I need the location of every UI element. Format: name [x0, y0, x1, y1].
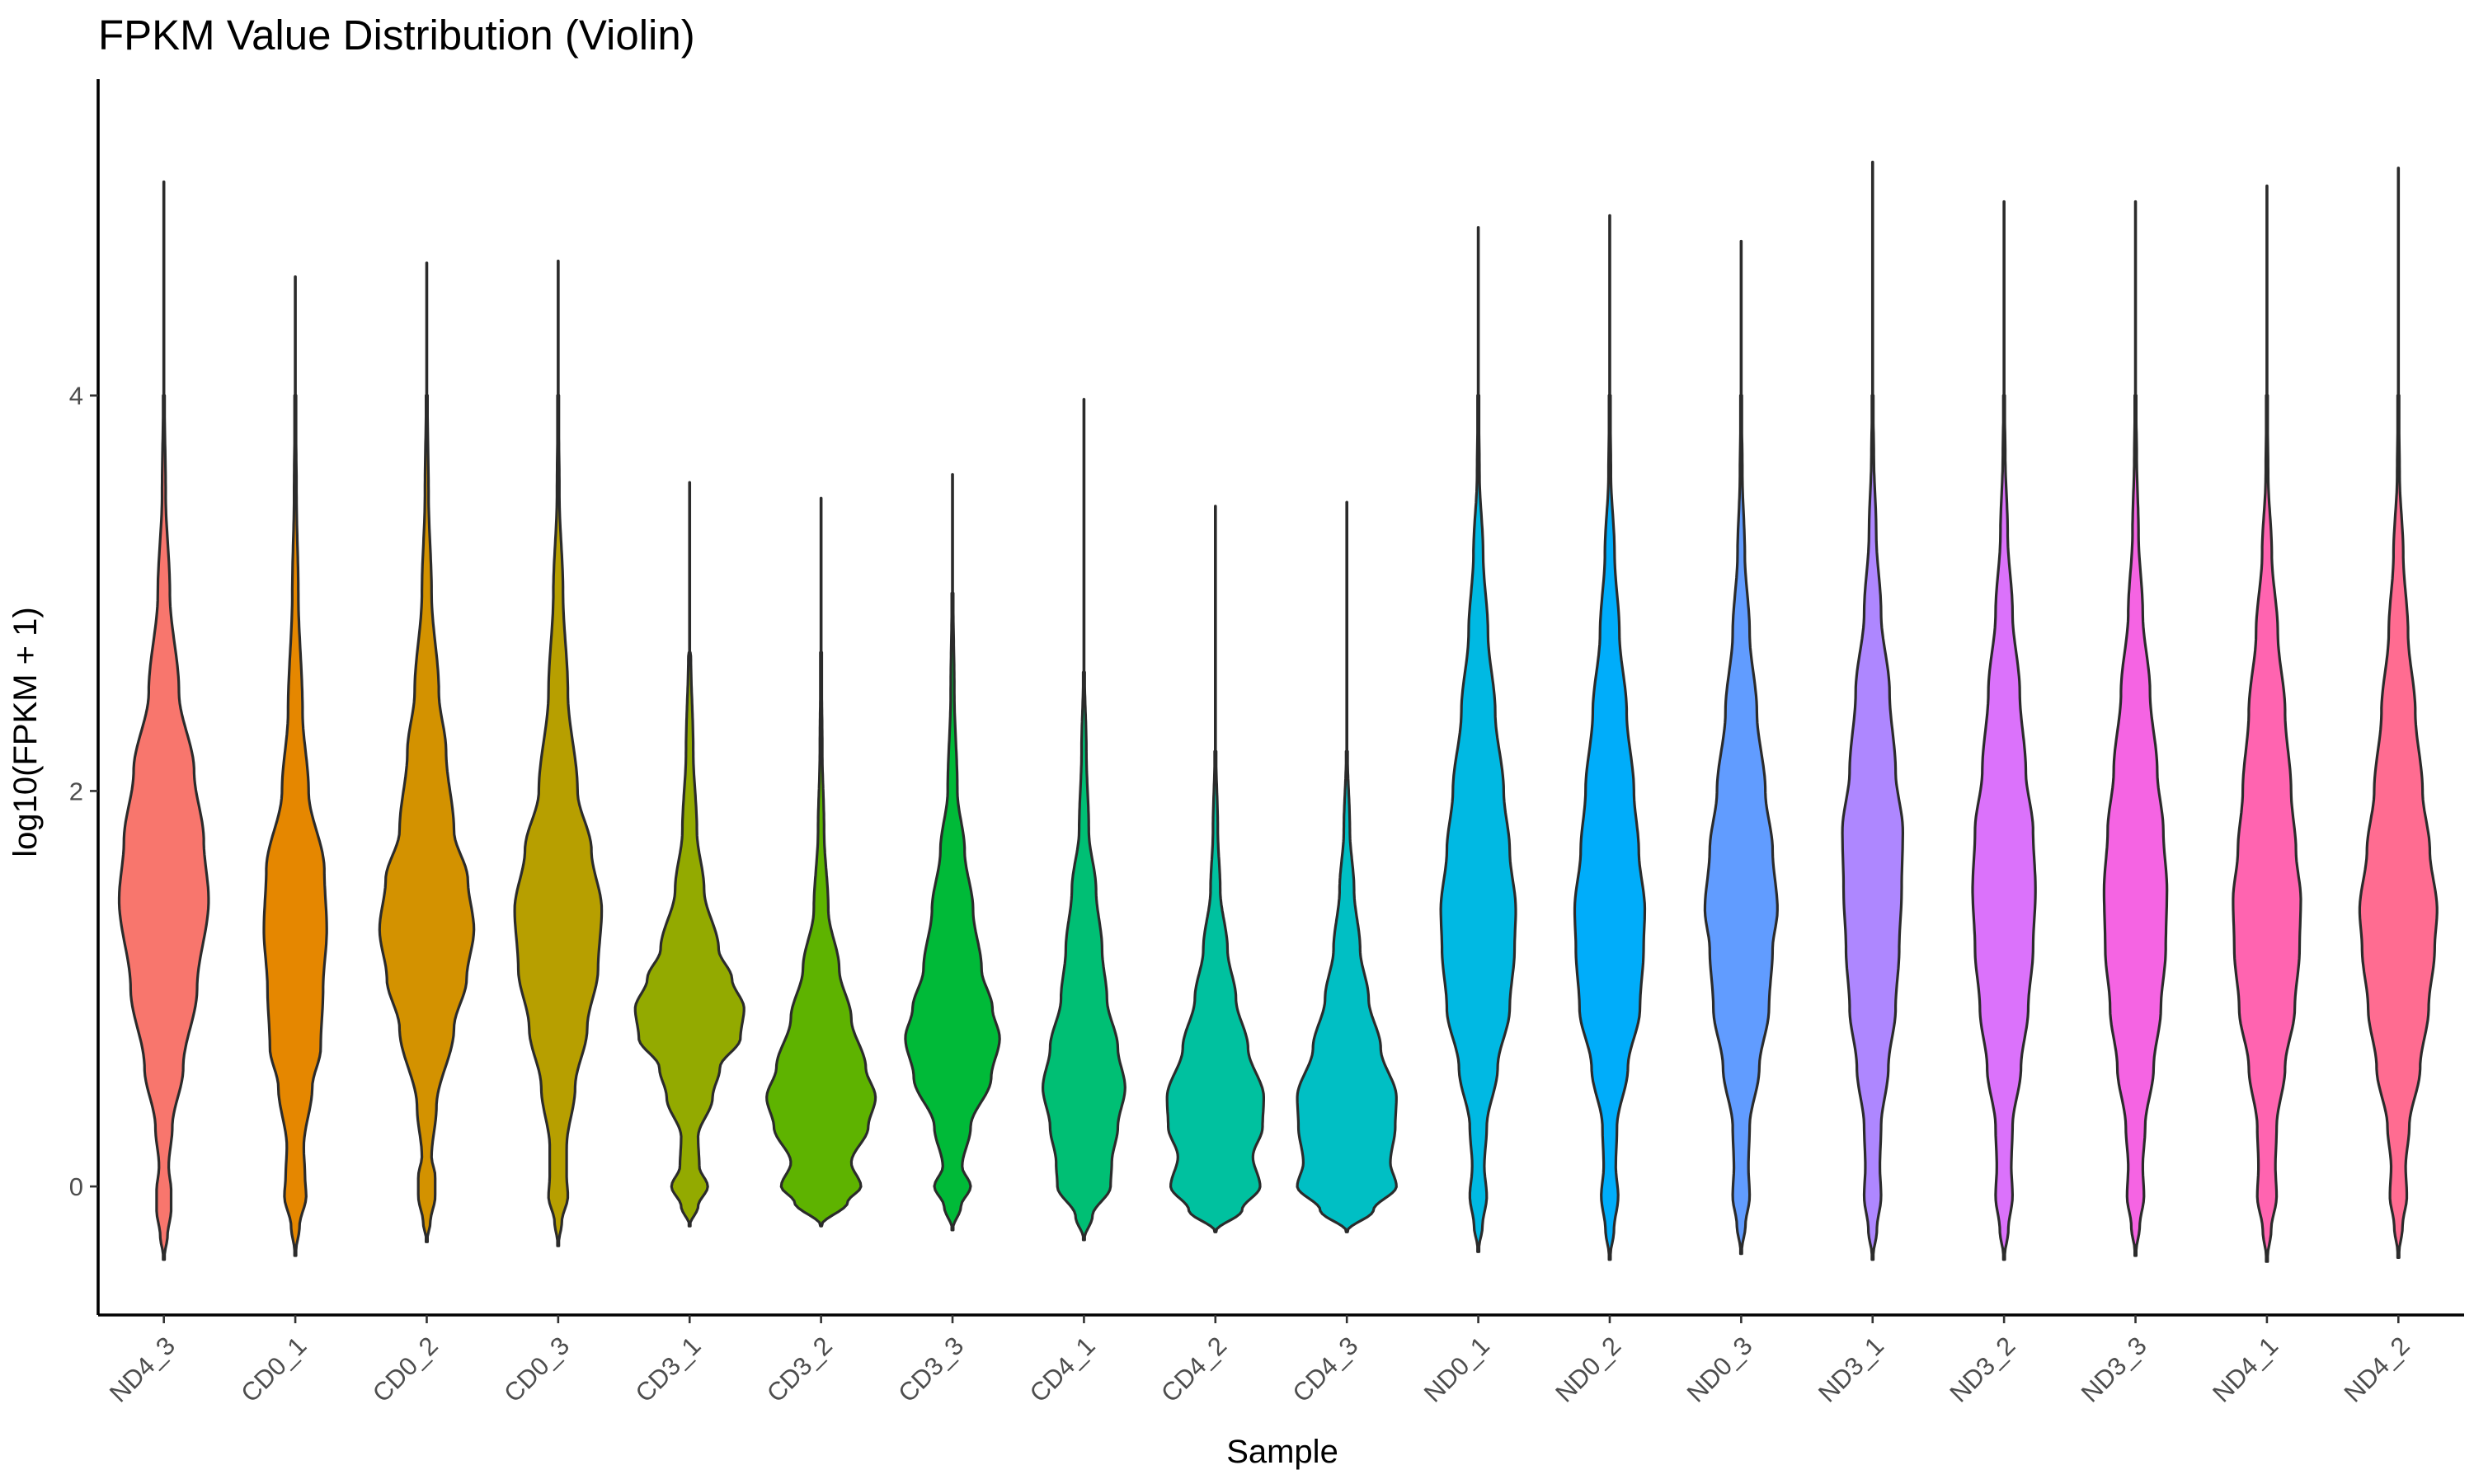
x-tick-label: CD3_2 — [761, 1331, 838, 1408]
x-tick-label: ND0_3 — [1681, 1331, 1758, 1408]
y-axis: 0 2 4 — [69, 79, 100, 1315]
x-axis-title: Sample — [1226, 1434, 1338, 1470]
violin-body — [1573, 394, 1647, 1261]
x-tick-label: CD0_1 — [235, 1331, 312, 1408]
violin-nd0-2 — [1573, 214, 1647, 1261]
violin-body — [1439, 394, 1517, 1253]
violin-nd4-2 — [2358, 167, 2439, 1259]
violin-nd0-3 — [1703, 239, 1779, 1256]
x-tick-label: ND0_2 — [1550, 1331, 1626, 1408]
violin-cd3-2 — [765, 496, 877, 1228]
violin-body — [765, 650, 877, 1228]
x-tick-label: ND4_2 — [2339, 1331, 2415, 1408]
violin-body — [904, 592, 1001, 1232]
violin-body — [1296, 749, 1398, 1233]
violin-body — [1841, 394, 1904, 1261]
violin-body — [1703, 394, 1779, 1256]
violin-body — [1165, 749, 1265, 1233]
violin-body — [633, 650, 745, 1228]
violin-nd4-1 — [2232, 184, 2302, 1263]
violin-body — [1042, 670, 1126, 1242]
violin-nd3-2 — [1971, 200, 2037, 1261]
violin-body — [2358, 394, 2439, 1259]
x-tick-label: ND0_1 — [1418, 1331, 1495, 1408]
y-axis-title: log10(FPKM + 1) — [7, 607, 44, 857]
y-tick-label: 2 — [69, 777, 83, 805]
violin-cd3-3 — [904, 472, 1001, 1232]
violin-cd0-1 — [262, 275, 328, 1257]
violin-body — [378, 394, 476, 1243]
x-tick-label: CD4_3 — [1287, 1331, 1364, 1408]
violin-body — [117, 394, 210, 1261]
violin-body — [1971, 394, 2037, 1261]
x-tick-label: CD0_2 — [367, 1331, 444, 1408]
y-tick-label: 0 — [69, 1172, 83, 1201]
violin-body — [262, 394, 328, 1257]
violin-cd4-3 — [1296, 500, 1398, 1233]
x-tick-label: ND3_2 — [1944, 1331, 2020, 1408]
x-tick-label: ND3_3 — [2076, 1331, 2152, 1408]
violin-nd0-1 — [1439, 226, 1517, 1253]
violin-cd0-2 — [378, 261, 476, 1243]
chart-title: FPKM Value Distribution (Violin) — [98, 12, 695, 59]
x-tick-label: CD0_3 — [498, 1331, 575, 1408]
x-tick-label: CD4_1 — [1024, 1331, 1101, 1408]
x-tick-label: ND4_1 — [2207, 1331, 2284, 1408]
x-tick-label: CD3_1 — [630, 1331, 707, 1408]
violin-cd3-1 — [633, 481, 745, 1228]
violin-body — [2102, 394, 2169, 1257]
x-tick-label: CD4_2 — [1155, 1331, 1232, 1408]
x-tick-label: CD3_3 — [892, 1331, 969, 1408]
violin-cd4-2 — [1165, 505, 1265, 1233]
violin-cd4-1 — [1042, 397, 1126, 1242]
violin-cd0-3 — [513, 259, 604, 1247]
x-tick-label: ND4_3 — [104, 1331, 181, 1408]
violin-body — [2232, 394, 2302, 1263]
violin-nd3-1 — [1841, 160, 1904, 1261]
violin-body — [513, 394, 604, 1247]
violin-nd4-3 — [117, 180, 210, 1261]
y-tick-label: 4 — [69, 382, 83, 411]
x-tick-label: ND3_1 — [1813, 1331, 1889, 1408]
violin-nd3-3 — [2102, 200, 2169, 1257]
violins — [117, 160, 2439, 1263]
x-axis: ND4_3 CD0_1 CD0_2 CD0_3 CD3_1 CD3_2 CD3_3 CD4_1… — [98, 1313, 2464, 1408]
